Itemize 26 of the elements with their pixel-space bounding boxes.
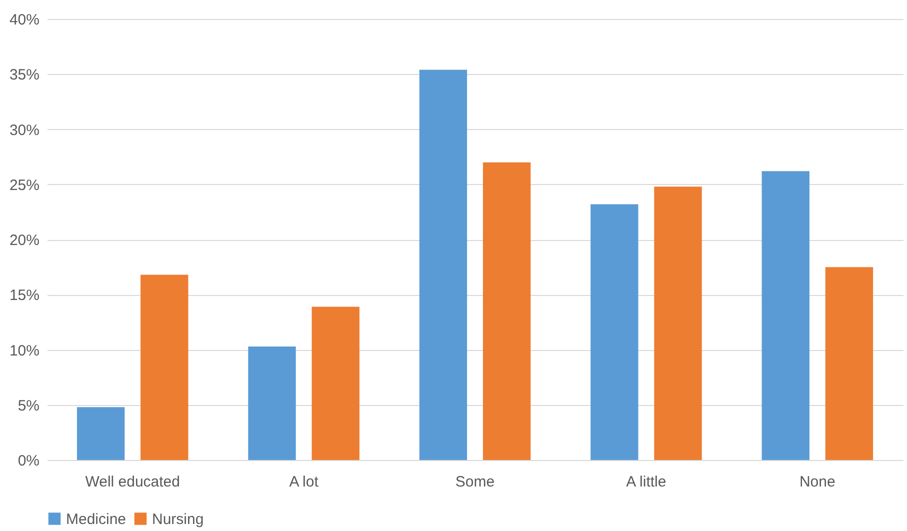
bar [590,204,638,460]
y-tick-label: 35% [9,66,40,84]
y-tick-label: 10% [9,342,40,360]
bar [825,267,874,460]
bar [312,306,360,460]
bar [482,162,531,460]
bar [140,274,188,460]
y-tick-label: 40% [9,12,40,28]
y-tick-label: 25% [9,176,40,194]
x-tick-label: None [799,474,836,490]
y-tick-label: 5% [18,397,40,414]
legend-label: Medicine [66,510,126,528]
y-tick-label: 15% [9,287,40,304]
y-tick-label: 0% [18,452,40,470]
x-tick-label: A lot [289,474,320,490]
y-tick-label: 30% [9,122,40,139]
x-tick-label: Some [455,474,495,490]
bar [654,186,702,460]
x-tick-label: Well educated [85,474,180,490]
bar [762,171,810,460]
bar [76,407,125,460]
bar [419,70,468,460]
legend-label: Nursing [152,510,204,528]
x-tick-label: A little [626,474,666,490]
y-tick-label: 20% [9,232,40,249]
bar [248,346,296,460]
